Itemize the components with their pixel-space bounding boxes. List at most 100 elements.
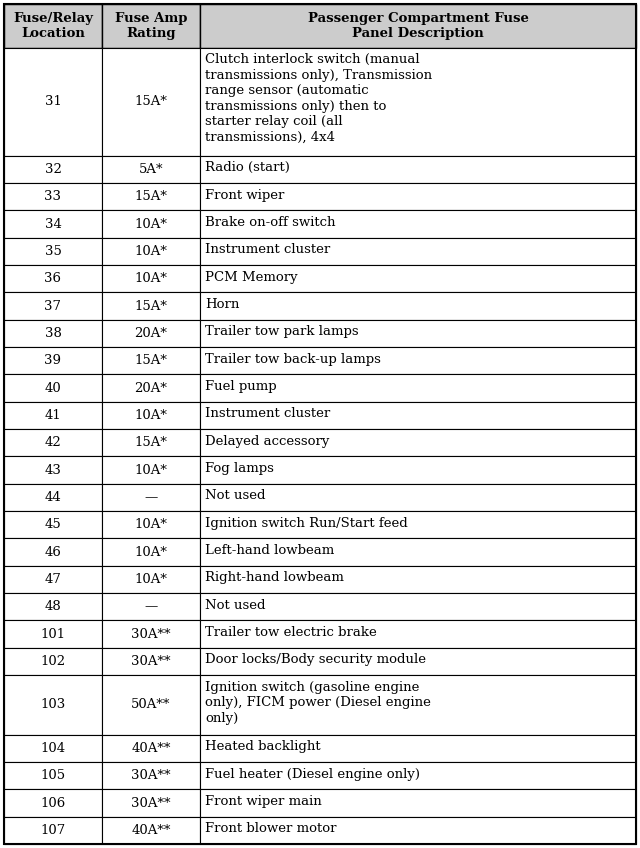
- Bar: [200, 511, 636, 538]
- Text: 10A*: 10A*: [134, 545, 168, 559]
- Text: 40: 40: [45, 382, 61, 394]
- Bar: [102, 762, 200, 789]
- Bar: [200, 621, 636, 648]
- Text: Brake on-off switch: Brake on-off switch: [205, 216, 335, 229]
- Bar: [200, 4, 636, 47]
- Text: 10A*: 10A*: [134, 409, 168, 421]
- Bar: [200, 320, 636, 347]
- Bar: [4, 374, 102, 402]
- Text: 35: 35: [45, 245, 61, 258]
- Text: 42: 42: [45, 436, 61, 449]
- Bar: [200, 347, 636, 374]
- Bar: [200, 762, 636, 789]
- Bar: [102, 265, 200, 293]
- Text: Trailer tow park lamps: Trailer tow park lamps: [205, 326, 358, 338]
- Bar: [4, 538, 102, 566]
- Bar: [102, 456, 200, 483]
- Bar: [200, 566, 636, 593]
- Bar: [102, 293, 200, 320]
- Bar: [200, 593, 636, 621]
- Bar: [102, 675, 200, 734]
- Bar: [200, 293, 636, 320]
- Text: 102: 102: [40, 655, 65, 668]
- Bar: [200, 237, 636, 265]
- Bar: [102, 511, 200, 538]
- Bar: [102, 593, 200, 621]
- Text: Passenger Compartment Fuse
Panel Description: Passenger Compartment Fuse Panel Descrip…: [308, 12, 529, 40]
- Text: 31: 31: [45, 95, 61, 108]
- Text: Fuel heater (Diesel engine only): Fuel heater (Diesel engine only): [205, 767, 420, 781]
- Text: Horn: Horn: [205, 298, 239, 311]
- Bar: [200, 789, 636, 817]
- Text: 103: 103: [40, 699, 66, 711]
- Text: Ignition switch Run/Start feed: Ignition switch Run/Start feed: [205, 516, 408, 530]
- Text: 30A**: 30A**: [131, 655, 171, 668]
- Text: 30A**: 30A**: [131, 628, 171, 640]
- Text: 15A*: 15A*: [134, 354, 168, 367]
- Text: 41: 41: [45, 409, 61, 421]
- Bar: [102, 237, 200, 265]
- Text: 104: 104: [40, 742, 65, 755]
- Text: Instrument cluster: Instrument cluster: [205, 407, 330, 421]
- Text: Fuel pump: Fuel pump: [205, 380, 276, 393]
- Text: 101: 101: [40, 628, 65, 640]
- Bar: [200, 648, 636, 675]
- Text: Left-hand lowbeam: Left-hand lowbeam: [205, 544, 334, 557]
- Bar: [4, 789, 102, 817]
- Bar: [200, 183, 636, 210]
- Bar: [4, 293, 102, 320]
- Text: Trailer tow back-up lamps: Trailer tow back-up lamps: [205, 353, 381, 365]
- Text: 15A*: 15A*: [134, 299, 168, 313]
- Bar: [200, 265, 636, 293]
- Text: 36: 36: [44, 272, 61, 285]
- Text: Trailer tow electric brake: Trailer tow electric brake: [205, 626, 377, 639]
- Bar: [4, 156, 102, 183]
- Bar: [200, 47, 636, 156]
- Bar: [200, 538, 636, 566]
- Bar: [102, 210, 200, 237]
- Bar: [4, 762, 102, 789]
- Text: Front blower motor: Front blower motor: [205, 823, 337, 835]
- Text: Delayed accessory: Delayed accessory: [205, 434, 330, 448]
- Text: 30A**: 30A**: [131, 796, 171, 810]
- Bar: [200, 429, 636, 456]
- Bar: [4, 237, 102, 265]
- Text: Heated backlight: Heated backlight: [205, 740, 321, 753]
- Bar: [102, 734, 200, 762]
- Bar: [200, 210, 636, 237]
- Text: 10A*: 10A*: [134, 518, 168, 531]
- Text: 43: 43: [45, 464, 61, 477]
- Text: 107: 107: [40, 824, 66, 837]
- Text: 10A*: 10A*: [134, 218, 168, 231]
- Bar: [102, 156, 200, 183]
- Text: Instrument cluster: Instrument cluster: [205, 243, 330, 256]
- Bar: [4, 265, 102, 293]
- Text: 30A**: 30A**: [131, 769, 171, 782]
- Bar: [102, 429, 200, 456]
- Text: 44: 44: [45, 491, 61, 504]
- Text: Fuse/Relay
Location: Fuse/Relay Location: [13, 12, 93, 40]
- Text: 40A**: 40A**: [131, 742, 171, 755]
- Bar: [200, 734, 636, 762]
- Text: Fog lamps: Fog lamps: [205, 462, 274, 475]
- Text: 105: 105: [40, 769, 65, 782]
- Bar: [102, 347, 200, 374]
- Text: Radio (start): Radio (start): [205, 161, 290, 175]
- Bar: [102, 817, 200, 844]
- Bar: [200, 374, 636, 402]
- Text: 32: 32: [45, 163, 61, 176]
- Bar: [200, 483, 636, 511]
- Text: Door locks/Body security module: Door locks/Body security module: [205, 653, 426, 667]
- Text: 10A*: 10A*: [134, 573, 168, 586]
- Text: —: —: [144, 600, 157, 613]
- Text: 15A*: 15A*: [134, 436, 168, 449]
- Text: 15A*: 15A*: [134, 95, 168, 108]
- Bar: [102, 483, 200, 511]
- Bar: [102, 320, 200, 347]
- Bar: [102, 566, 200, 593]
- Bar: [4, 483, 102, 511]
- Bar: [102, 183, 200, 210]
- Bar: [4, 402, 102, 429]
- Text: 38: 38: [45, 326, 61, 340]
- Bar: [200, 402, 636, 429]
